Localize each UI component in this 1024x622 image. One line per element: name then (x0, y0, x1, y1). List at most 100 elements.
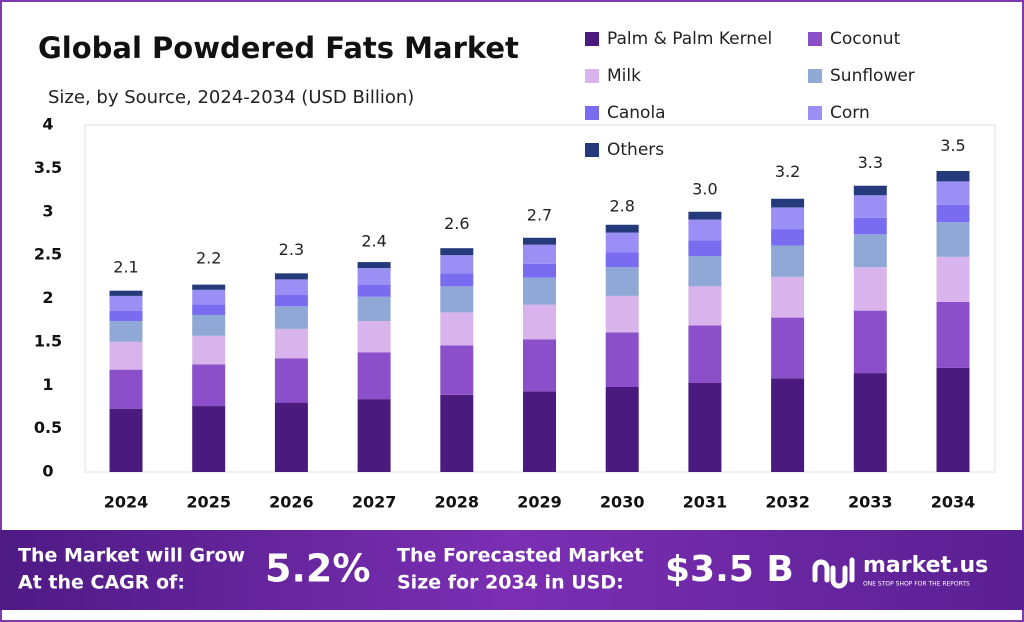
bar-segment (936, 181, 970, 205)
bar-segment (440, 394, 474, 472)
forecast-text: Size for 2034 in USD: (397, 572, 624, 594)
legend-label: Sunflower (830, 66, 915, 86)
y-tick-label: 0 (42, 462, 53, 481)
cagr-text: The Market will Grow (18, 545, 245, 567)
brand-logo (812, 557, 855, 589)
bar-segment (771, 245, 805, 277)
bar-segment (192, 289, 226, 305)
bar-segment (440, 286, 474, 313)
bar-segment (274, 273, 308, 280)
y-tick-label: 1.5 (34, 331, 62, 350)
bar-segment (109, 310, 143, 322)
total-label: 3.3 (858, 153, 883, 172)
bar-segment (853, 195, 887, 218)
bar-segment (523, 304, 556, 340)
x-tick-label: 2029 (517, 493, 562, 512)
bar-segment (688, 382, 722, 472)
bar-segment (274, 402, 308, 472)
bar-segment (357, 296, 391, 322)
bar-segment (688, 240, 722, 256)
x-tick-label: 2031 (683, 493, 728, 512)
forecast-text: The Forecasted Market (397, 545, 643, 567)
bar-segment (440, 312, 474, 346)
brand-tagline: ONE STOP SHOP FOR THE REPORTS (863, 581, 970, 588)
total-label: 2.7 (527, 205, 552, 224)
bar-segment (274, 358, 308, 403)
chart-subtitle: Size, by Source, 2024-2034 (USD Billion) (48, 87, 414, 108)
y-tick-label: 2 (42, 288, 53, 307)
total-label: 2.2 (196, 249, 221, 268)
x-tick-label: 2034 (931, 493, 976, 512)
total-label: 3.2 (775, 162, 800, 181)
bar-segment (440, 273, 474, 287)
legend-label: Others (607, 140, 664, 160)
bar-segment (605, 295, 639, 333)
bar-segment (688, 255, 722, 287)
x-tick-label: 2024 (104, 493, 149, 512)
brand-name: market.us (863, 553, 988, 578)
total-label: 3.5 (940, 136, 965, 155)
bar-segment (853, 373, 887, 472)
cagr-value: 5.2% (265, 547, 370, 591)
bar-segment (771, 276, 805, 318)
bar-segment (440, 255, 474, 274)
legend-label: Palm & Palm Kernel (607, 29, 772, 49)
legend-swatch (808, 69, 822, 83)
bar-segment (357, 268, 391, 285)
x-tick-label: 2026 (269, 493, 314, 512)
bar-segment (192, 304, 226, 315)
bar-segment (523, 237, 556, 245)
bar-segment (523, 244, 556, 264)
x-tick-label: 2032 (765, 493, 810, 512)
bar-segment (605, 332, 639, 387)
bar-segment (523, 339, 556, 392)
legend-swatch (585, 69, 599, 83)
bar-segment (109, 408, 143, 472)
bar-segment (357, 352, 391, 400)
bar-segment (936, 222, 970, 257)
legend-label: Canola (607, 103, 666, 123)
bar-segment (853, 310, 887, 374)
x-tick-label: 2027 (352, 493, 397, 512)
y-tick-label: 3 (42, 201, 53, 220)
bar-segment (109, 295, 143, 311)
bar-segment (688, 211, 722, 220)
bar-segment (274, 295, 308, 307)
total-label: 2.1 (113, 257, 138, 276)
legend-swatch (808, 32, 822, 46)
bar-segment (936, 301, 970, 368)
total-label: 2.3 (279, 240, 304, 259)
bar-segment (357, 399, 391, 472)
x-tick-label: 2025 (186, 493, 231, 512)
y-tick-label: 3.5 (34, 158, 62, 177)
bar-segment (274, 328, 308, 359)
bar-segment (605, 252, 639, 268)
bar-segment (523, 277, 556, 305)
bar-segment (192, 314, 226, 336)
cagr-text: At the CAGR of: (18, 572, 185, 594)
bar-segment (771, 229, 805, 246)
total-label: 2.6 (444, 214, 469, 233)
bar-segment (936, 256, 970, 302)
legend-swatch (585, 143, 599, 157)
x-tick-label: 2030 (600, 493, 645, 512)
bar-segment (357, 321, 391, 353)
bar-segment (109, 290, 143, 296)
bar-segment (523, 263, 556, 278)
bar-segment (192, 284, 226, 290)
bar-segment (771, 317, 805, 379)
legend-label: Coconut (830, 29, 901, 49)
bar-segment (274, 279, 308, 296)
bar-segment (357, 262, 391, 269)
bar-segment (605, 224, 639, 233)
total-label: 2.4 (361, 231, 386, 250)
bar-segment (192, 364, 226, 407)
bar-segment (688, 219, 722, 241)
bar-segment (109, 341, 143, 370)
legend-swatch (585, 32, 599, 46)
chart-title: Global Powdered Fats Market (38, 31, 519, 65)
x-tick-label: 2033 (848, 493, 893, 512)
x-tick-label: 2028 (435, 493, 480, 512)
bar-segment (688, 325, 722, 383)
bar-segment (771, 207, 805, 230)
